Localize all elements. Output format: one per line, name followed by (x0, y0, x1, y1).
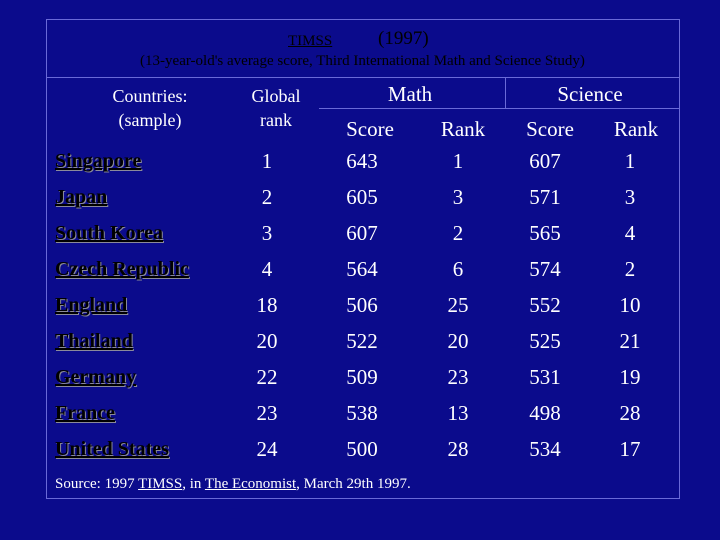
table-frame (46, 19, 680, 499)
cell-math-rank: 1 (452, 149, 464, 173)
cell-sci-score: 574 (529, 257, 561, 281)
header-math: Math (387, 82, 433, 106)
header-global-label: Global (251, 86, 301, 106)
cell-global: 4 (261, 257, 273, 281)
cell-sci-score: 498 (529, 401, 561, 425)
subheader-divider (319, 108, 679, 109)
source-study-link[interactable]: TIMSS (138, 476, 183, 492)
title-acronym: TIMSS (288, 33, 333, 49)
cell-sci-rank: 19 (619, 365, 641, 389)
cell-math-score: 564 (346, 257, 378, 281)
cell-sci-rank: 10 (619, 293, 641, 317)
cell-math-score: 605 (346, 185, 378, 209)
cell-math-rank: 6 (452, 257, 464, 281)
cell-sci-score: 607 (529, 149, 561, 173)
source-publication-link[interactable]: The Economist (204, 476, 297, 492)
cell-sci-rank: 28 (619, 401, 641, 425)
title-year: (1997) (378, 28, 429, 49)
cell-global: 1 (261, 149, 273, 173)
cell-math-score: 538 (346, 401, 378, 425)
header-science-score: Score (526, 117, 574, 141)
cell-math-score: 522 (346, 329, 378, 353)
header-countries: Countries: (sample) (70, 84, 230, 132)
title-subtitle: (13-year-old's average score, Third Inte… (140, 53, 585, 69)
cell-math-rank: 2 (452, 221, 464, 245)
source-note: Source: 1997 TIMSS, in The Economist, Ma… (55, 476, 411, 493)
cell-sci-rank: 2 (624, 257, 636, 281)
country-name[interactable]: Thailand (55, 330, 133, 352)
header-math-score: Score (346, 117, 394, 141)
cell-global: 3 (261, 221, 273, 245)
cell-math-score: 643 (346, 149, 378, 173)
source-middle: , in (182, 476, 205, 492)
cell-sci-score: 525 (529, 329, 561, 353)
cell-global: 23 (256, 401, 278, 425)
cell-sci-score: 565 (529, 221, 561, 245)
cell-math-rank: 20 (447, 329, 469, 353)
header-science: Science (557, 82, 623, 106)
cell-math-rank: 25 (447, 293, 469, 317)
header-countries-label: Countries: (112, 86, 188, 106)
cell-sci-rank: 21 (619, 329, 641, 353)
header-global-sub: rank (260, 110, 292, 130)
country-name[interactable]: Japan (55, 186, 108, 208)
cell-math-rank: 23 (447, 365, 469, 389)
cell-math-rank: 3 (452, 185, 464, 209)
cell-sci-rank: 1 (624, 149, 636, 173)
cell-math-rank: 13 (447, 401, 469, 425)
cell-sci-rank: 4 (624, 221, 636, 245)
country-name[interactable]: France (55, 402, 115, 424)
source-prefix: Source: 1997 (55, 476, 139, 492)
country-name[interactable]: Singapore (55, 150, 142, 172)
cell-global: 20 (256, 329, 278, 353)
header-countries-sub: (sample) (118, 110, 182, 130)
cell-global: 24 (256, 437, 278, 461)
cell-sci-rank: 3 (624, 185, 636, 209)
country-name[interactable]: United States (55, 438, 169, 460)
cell-sci-score: 534 (529, 437, 561, 461)
cell-math-score: 509 (346, 365, 378, 389)
cell-math-rank: 28 (447, 437, 469, 461)
title-divider (46, 77, 679, 78)
cell-global: 22 (256, 365, 278, 389)
cell-global: 18 (256, 293, 278, 317)
header-science-rank: Rank (613, 117, 659, 141)
cell-sci-score: 571 (529, 185, 561, 209)
cell-sci-score: 531 (529, 365, 561, 389)
country-name[interactable]: Germany (55, 366, 137, 388)
country-name[interactable]: South Korea (55, 222, 163, 244)
header-math-rank: Rank (440, 117, 486, 141)
cell-math-score: 500 (346, 437, 378, 461)
header-global-rank: Global rank (232, 84, 320, 132)
country-name[interactable]: England (55, 294, 128, 316)
header-divider-vertical (505, 77, 506, 108)
country-name[interactable]: Czech Republic (55, 258, 189, 280)
cell-global: 2 (261, 185, 273, 209)
cell-sci-score: 552 (529, 293, 561, 317)
cell-sci-rank: 17 (619, 437, 641, 461)
cell-math-score: 607 (346, 221, 378, 245)
source-suffix: , March 29th 1997. (296, 476, 411, 492)
cell-math-score: 506 (346, 293, 378, 317)
